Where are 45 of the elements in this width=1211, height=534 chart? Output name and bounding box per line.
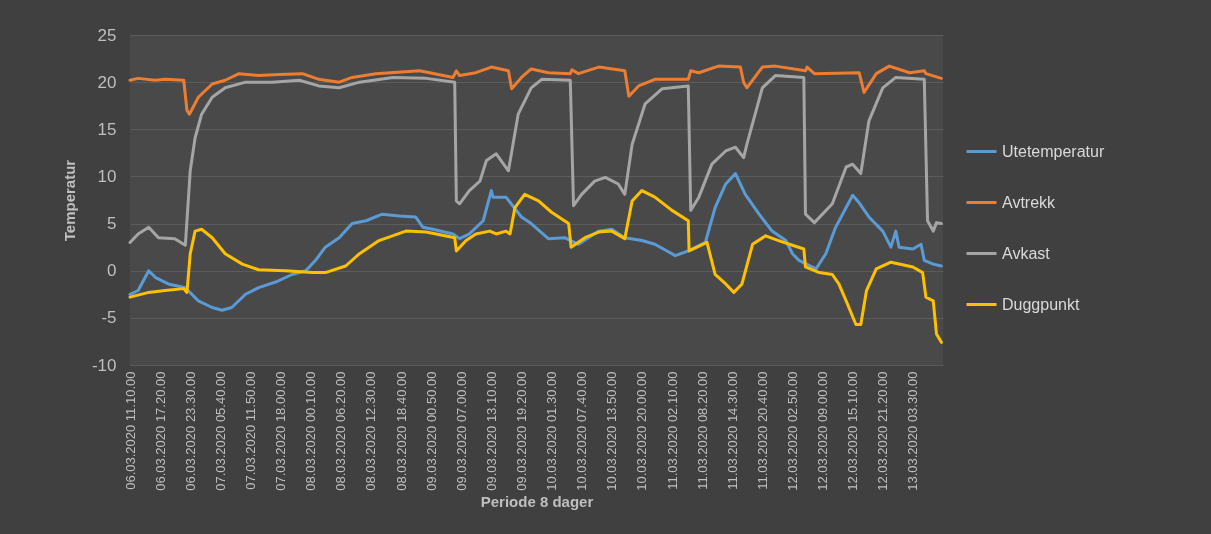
y-tick-label: 5 [107,214,117,234]
line-series [128,189,943,344]
x-tick-label: 08.03.2020 12.30.00 [363,371,379,491]
x-tick-label: 11.03.2020 14.30.00 [724,371,740,490]
x-tick-label: 08.03.2020 00.10.00 [303,371,319,491]
y-tick-label: 25 [97,25,117,45]
x-tick-label: 06.03.2020 23.30.00 [182,371,198,491]
x-tick-label: 09.03.2020 19.20.00 [513,371,529,491]
x-tick-label: 08.03.2020 18.40.00 [393,371,409,491]
y-tick-label: 10 [97,166,117,186]
x-tick-label: 11.03.2020 08.20.00 [694,371,710,490]
x-tick-label: 09.03.2020 00.50.00 [423,371,439,491]
y-tick-label: 15 [97,119,117,139]
x-tick-label: 12.03.2020 02.50.00 [784,371,800,491]
y-tick-label: -5 [101,308,117,328]
line-series [128,172,943,312]
x-axis-title: Periode 8 dager [480,492,594,510]
line-series [128,64,943,116]
legend-label: Duggpunkt [1002,295,1080,313]
x-tick-label: 07.03.2020 11.50.00 [242,371,258,490]
x-tick-label: 10.03.2020 13.50.00 [604,371,620,491]
x-tick-label: 11.03.2020 20.40.00 [754,371,770,490]
x-tick-label: 10.03.2020 07.40.00 [574,371,590,491]
x-tick-label: 13.03.2020 03.30.00 [905,371,921,491]
x-tick-label: 07.03.2020 05.40.00 [212,371,228,491]
x-tick-label: 09.03.2020 07.00.00 [453,371,469,491]
legend-label: Utetemperatur [1002,142,1105,160]
x-tick-label: 12.03.2020 15.10.00 [845,371,861,491]
y-axis-title: Temperatur [60,159,78,242]
x-tick-label: 12.03.2020 09.00.00 [815,371,831,491]
x-tick-label: 08.03.2020 06.20.00 [333,371,349,491]
legend-label: Avtrekk [1002,193,1057,211]
legend-label: Avkast [1002,244,1051,262]
y-tick-label: -10 [91,355,117,375]
x-tick-label: 07.03.2020 18.00.00 [273,371,289,491]
line-series [128,74,943,247]
x-tick-label: 10.03.2020 20.00.00 [634,371,650,491]
x-tick-label: 12.03.2020 21.20.00 [875,371,891,491]
x-tick-label: 09.03.2020 13.10.00 [483,371,499,491]
x-tick-label: 11.03.2020 02.10.00 [664,371,680,490]
x-tick-label: 06.03.2020 17.20.00 [152,371,168,491]
y-tick-label: 20 [97,72,117,92]
x-tick-label: 10.03.2020 01.30.00 [544,371,560,491]
x-tick-label: 06.03.2020 11.10.00 [122,371,138,490]
y-tick-label: 0 [107,261,117,281]
